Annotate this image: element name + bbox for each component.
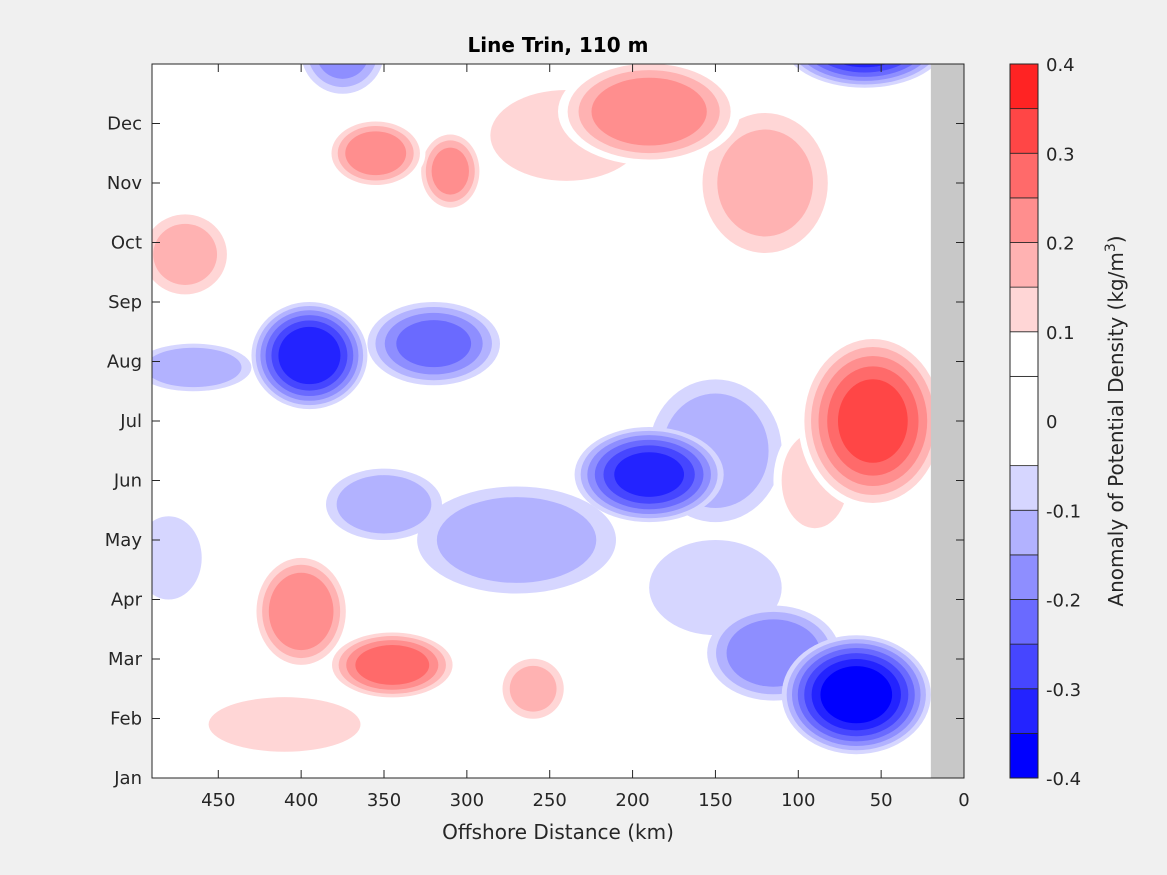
y-tick-label: Dec bbox=[107, 114, 142, 135]
colorbar-swatch bbox=[1009, 732, 1039, 779]
contour-level bbox=[208, 697, 361, 752]
colorbar-swatch bbox=[1009, 331, 1039, 377]
contour-level bbox=[278, 326, 341, 385]
colorbar-tick-label: 0.1 bbox=[1046, 323, 1075, 344]
x-axis: 450 400 350 300 250 200 150 100 50 0 bbox=[201, 64, 970, 811]
y-tick-label: Apr bbox=[111, 590, 143, 611]
x-tick-label: 50 bbox=[870, 790, 893, 811]
x-tick-label: 200 bbox=[615, 790, 649, 811]
colorbar-swatch bbox=[1009, 286, 1039, 333]
colorbar-ticks: 0.4 0.3 0.2 0.1 0 -0.1 -0.2 -0.3 -0.4 bbox=[1046, 55, 1081, 790]
y-tick-label: Jun bbox=[113, 471, 142, 492]
colorbar-label-exponent: 3 bbox=[1103, 243, 1119, 252]
colorbar-tick-label: 0.2 bbox=[1046, 234, 1075, 255]
contour-level bbox=[842, 64, 888, 68]
y-tick-label: Jul bbox=[119, 411, 142, 432]
contour-level bbox=[355, 645, 430, 685]
colorbar-label: Anomaly of Potential Density (kg/m3) bbox=[1103, 235, 1128, 606]
colorbar-label-text: Anomaly of Potential Density (kg/m bbox=[1104, 252, 1128, 606]
x-tick-label: 450 bbox=[201, 790, 235, 811]
colorbar-swatch bbox=[1009, 152, 1039, 199]
x-tick-label: 350 bbox=[367, 790, 401, 811]
colorbar-swatch bbox=[1009, 688, 1039, 734]
colorbar-tick-label: -0.3 bbox=[1046, 680, 1081, 701]
colorbar-swatch bbox=[1009, 554, 1039, 600]
colorbar-swatch bbox=[1009, 63, 1039, 110]
colorbar-swatch bbox=[1009, 197, 1039, 243]
y-axis: Jan Feb Mar Apr May Jun Jul Aug Sep Oct Nov Dec bbox=[105, 114, 964, 789]
contour-level bbox=[396, 320, 472, 368]
contour-level bbox=[345, 131, 407, 176]
colorbar-tick-label: 0 bbox=[1046, 412, 1057, 433]
contour-level bbox=[436, 497, 597, 583]
x-tick-label: 100 bbox=[781, 790, 815, 811]
x-tick-label: 150 bbox=[698, 790, 732, 811]
colorbar bbox=[1009, 63, 1039, 779]
y-tick-label: Aug bbox=[107, 352, 142, 373]
contour-level bbox=[318, 64, 367, 79]
colorbar-tick-label: -0.4 bbox=[1046, 769, 1081, 790]
colorbar-tick-label: -0.2 bbox=[1046, 591, 1081, 612]
colorbar-label-suffix: ) bbox=[1104, 235, 1128, 243]
contour-level bbox=[152, 347, 242, 388]
contour-level bbox=[591, 77, 707, 146]
x-tick-label: 400 bbox=[284, 790, 318, 811]
contour-level bbox=[820, 666, 893, 724]
y-tick-label: Mar bbox=[108, 649, 143, 670]
contour-level bbox=[509, 665, 557, 712]
x-axis-label: Offshore Distance (km) bbox=[442, 820, 674, 844]
contour-level bbox=[837, 379, 908, 463]
x-tick-label: 300 bbox=[450, 790, 484, 811]
contour-level bbox=[153, 223, 218, 285]
contour-level bbox=[829, 19, 901, 60]
colorbar-swatch bbox=[1009, 242, 1039, 288]
x-tick-label: 250 bbox=[533, 790, 567, 811]
contour-level bbox=[152, 516, 202, 600]
contour-level bbox=[268, 572, 334, 651]
colorbar-swatch bbox=[1009, 375, 1039, 467]
y-tick-label: Jan bbox=[113, 768, 142, 789]
y-tick-label: May bbox=[105, 530, 143, 551]
y-tick-label: Nov bbox=[107, 173, 142, 194]
colorbar-frame bbox=[1009, 63, 1039, 779]
colorbar-swatch bbox=[1009, 599, 1039, 645]
y-tick-label: Feb bbox=[110, 709, 142, 730]
contour-field bbox=[152, 19, 948, 761]
colorbar-swatch bbox=[1009, 108, 1039, 154]
contour-level bbox=[717, 129, 813, 237]
y-tick-label: Oct bbox=[111, 233, 142, 254]
contour-level bbox=[826, 64, 903, 73]
y-tick-label: Sep bbox=[108, 292, 142, 313]
colorbar-tick-label: 0.3 bbox=[1046, 144, 1075, 165]
colorbar-swatch bbox=[1009, 643, 1039, 690]
colorbar-swatch bbox=[1009, 509, 1039, 556]
contour-level bbox=[614, 452, 685, 497]
colorbar-tick-label: -0.1 bbox=[1046, 501, 1081, 522]
contour-level bbox=[336, 475, 432, 534]
chart-title: Line Trin, 110 m bbox=[468, 33, 649, 57]
x-tick-label: 0 bbox=[958, 790, 969, 811]
colorbar-tick-label: 0.4 bbox=[1046, 55, 1075, 76]
contour-level bbox=[431, 147, 469, 195]
colorbar-swatch bbox=[1009, 465, 1039, 511]
